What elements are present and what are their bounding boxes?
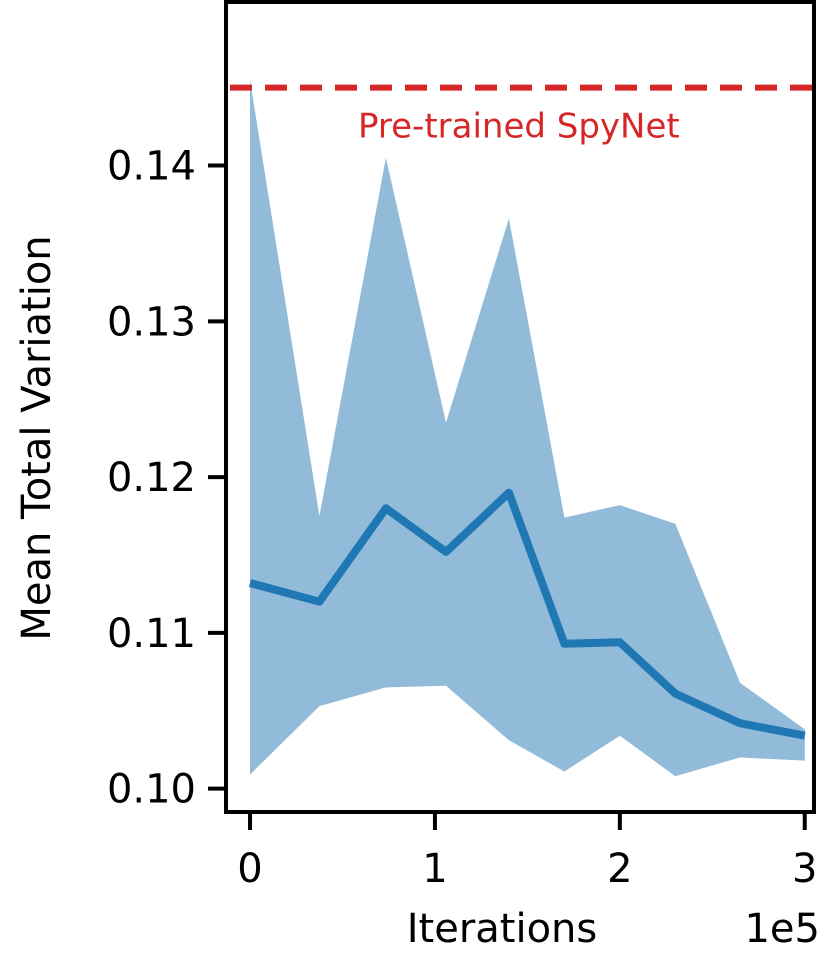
plot-frame [224, 0, 816, 814]
plot-area: Pre-trained SpyNet [230, 79, 812, 777]
x-axis-title: Iterations [407, 906, 598, 952]
mean-series-line [248, 488, 806, 740]
reference-line-label: Pre-trained SpyNet [358, 107, 680, 147]
x-tick-label: 3 [792, 846, 817, 892]
x-tick-label: 2 [607, 846, 632, 892]
y-axis-title: Mean Total Variation [14, 235, 60, 640]
std-band [250, 79, 805, 777]
y-tick-label: 0.13 [107, 299, 196, 345]
y-axis: 0.10 0.11 0.12 0.13 0.14 [107, 144, 226, 813]
x-axis-multiplier: 1e5 [744, 906, 820, 952]
y-tick-label: 0.12 [107, 455, 196, 501]
y-tick-label: 0.11 [107, 611, 196, 657]
y-tick-label: 0.10 [107, 767, 196, 813]
x-tick-label: 1 [422, 846, 447, 892]
x-tick-label: 0 [237, 846, 262, 892]
y-tick-label: 0.14 [107, 144, 196, 190]
x-axis: 0 1 2 3 [237, 812, 817, 892]
